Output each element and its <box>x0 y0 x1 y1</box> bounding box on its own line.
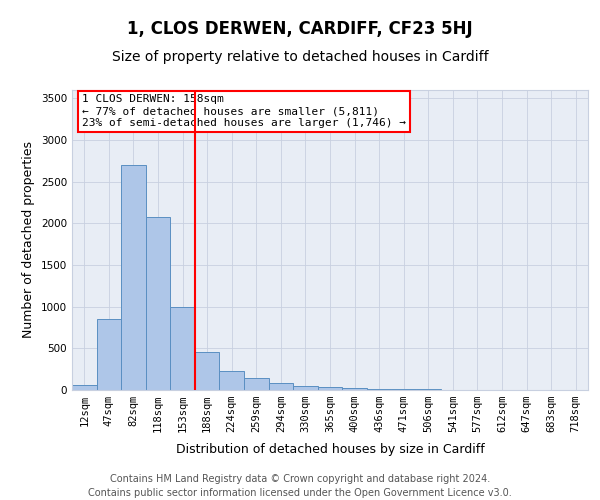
Bar <box>220 371 244 390</box>
Bar <box>97 319 121 390</box>
Text: Size of property relative to detached houses in Cardiff: Size of property relative to detached ho… <box>112 50 488 64</box>
Text: Contains HM Land Registry data © Crown copyright and database right 2024.
Contai: Contains HM Land Registry data © Crown c… <box>88 474 512 498</box>
Bar <box>195 352 220 390</box>
Bar <box>269 384 293 390</box>
Bar <box>391 389 416 390</box>
Bar <box>318 386 342 390</box>
Bar <box>121 165 146 390</box>
Text: Distribution of detached houses by size in Cardiff: Distribution of detached houses by size … <box>176 444 484 456</box>
Bar <box>342 388 367 390</box>
Bar <box>170 306 195 390</box>
Bar <box>244 378 269 390</box>
Text: 1 CLOS DERWEN: 158sqm
← 77% of detached houses are smaller (5,811)
23% of semi-d: 1 CLOS DERWEN: 158sqm ← 77% of detached … <box>82 94 406 128</box>
Bar <box>293 386 318 390</box>
Y-axis label: Number of detached properties: Number of detached properties <box>22 142 35 338</box>
Text: 1, CLOS DERWEN, CARDIFF, CF23 5HJ: 1, CLOS DERWEN, CARDIFF, CF23 5HJ <box>127 20 473 38</box>
Bar <box>72 385 97 390</box>
Bar <box>146 216 170 390</box>
Bar <box>367 389 391 390</box>
